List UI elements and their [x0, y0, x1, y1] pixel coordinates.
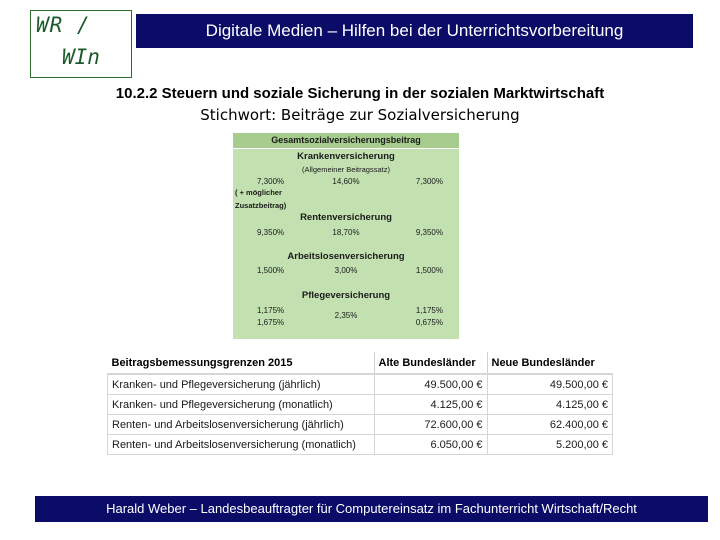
table-cell: Kranken- und Pflegeversicherung (jährlic… [107, 373, 375, 395]
table-cell: 4.125,00 € [373, 394, 488, 415]
table-cell: Renten- und Arbeitslosenversicherung (mo… [107, 434, 375, 455]
page-footer: Harald Weber – Landesbeauftragter für Co… [35, 496, 708, 522]
renten-employer-rate: 9,350% [415, 228, 443, 237]
renten-label: Rentenversicherung [300, 212, 392, 223]
table-cell: Kranken- und Pflegeversicherung (monatli… [107, 394, 375, 415]
renten-employee-rate: 9,350% [257, 228, 285, 237]
arbeitslosen-employee-rate: 1,500% [257, 266, 285, 275]
table-cell: 49.500,00 € [373, 373, 488, 395]
table-header-row: Beitragsbemessungsgrenzen 2015 Alte Bund… [107, 352, 613, 375]
contribution-title: Gesamtsozialversicherungsbeitrag [233, 133, 459, 149]
kranken-label: Krankenversicherung [297, 151, 395, 162]
page-header: Digitale Medien – Hilfen bei der Unterri… [136, 14, 693, 48]
kranken-note: (Allgemeiner Beitragssatz) [302, 165, 390, 174]
contribution-limits-table: Beitragsbemessungsgrenzen 2015 Alte Bund… [107, 352, 613, 455]
column-header: Neue Bundesländer [487, 352, 613, 375]
pflege-total-rate: 2,35% [334, 311, 358, 320]
renten-total-rate: 18,70% [332, 228, 360, 237]
table-cell: 49.500,00 € [486, 373, 613, 395]
column-header: Alte Bundesländer [374, 352, 488, 375]
logo-line-1: WR / [36, 13, 91, 37]
table-cell: Renten- und Arbeitslosenversicherung (jä… [107, 414, 375, 435]
arbeitslosen-employer-rate: 1,500% [415, 266, 443, 275]
table-row: Kranken- und Pflegeversicherung (monatli… [107, 394, 613, 415]
section-heading: 10.2.2 Steuern und soziale Sicherung in … [115, 85, 605, 102]
section-subtitle: Stichwort: Beiträge zur Sozialversicheru… [200, 106, 520, 124]
table-cell: 62.400,00 € [486, 414, 613, 435]
table-cell: 72.600,00 € [373, 414, 488, 435]
table-cell: 5.200,00 € [486, 434, 613, 455]
pflege-employee-rate-1: 1,175% [257, 306, 285, 315]
kranken-total-rate: 14,60% [332, 177, 360, 186]
table-row: Kranken- und Pflegeversicherung (jährlic… [107, 373, 613, 395]
arbeitslosen-total-rate: 3,00% [334, 266, 358, 275]
table-row: Renten- und Arbeitslosenversicherung (mo… [107, 434, 613, 455]
pflege-employer-rate-2: 0,675% [415, 318, 443, 327]
logo-line-2: WIn [62, 45, 100, 69]
kranken-extra-line-2: Zusatzbeitrag) [235, 201, 287, 210]
table-cell: 6.050,00 € [373, 434, 488, 455]
kranken-employer-rate: 7,300% [415, 177, 443, 186]
kranken-extra-line-1: ( + möglicher [235, 188, 282, 197]
contribution-rates-figure: Gesamtsozialversicherungsbeitrag Kranken… [233, 133, 459, 339]
logo: WR / WIn [30, 10, 132, 78]
pflege-label: Pflegeversicherung [301, 290, 391, 301]
pflege-employer-rate-1: 1,175% [415, 306, 443, 315]
column-header: Beitragsbemessungsgrenzen 2015 [107, 352, 375, 375]
kranken-employee-rate: 7,300% [257, 177, 285, 186]
table-cell: 4.125,00 € [486, 394, 613, 415]
pflege-employee-rate-2: 1,675% [257, 318, 285, 327]
arbeitslosen-label: Arbeitslosenversicherung [287, 251, 405, 262]
table-row: Renten- und Arbeitslosenversicherung (jä… [107, 414, 613, 435]
